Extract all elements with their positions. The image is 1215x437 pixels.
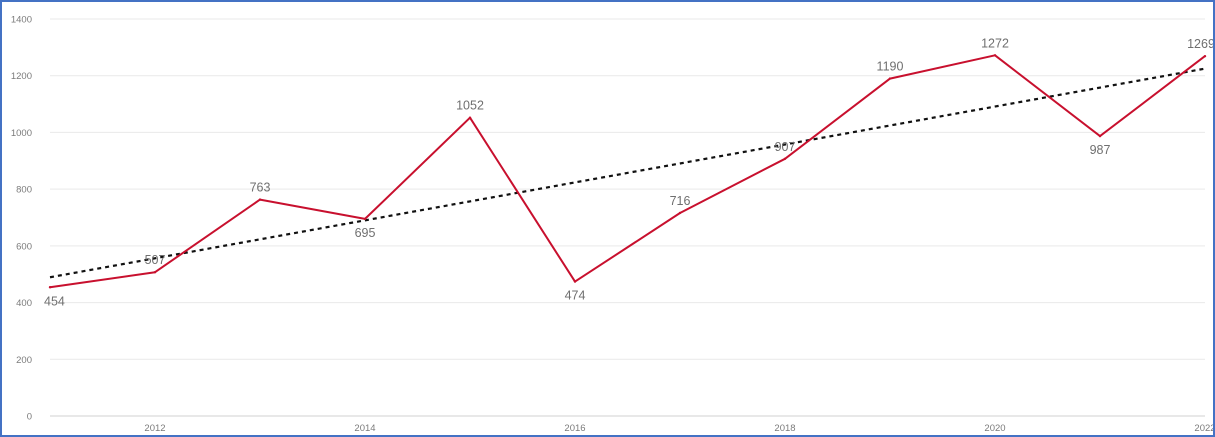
data-point bbox=[468, 116, 472, 119]
data-point bbox=[783, 157, 787, 161]
data-label: 454 bbox=[44, 294, 65, 308]
data-point bbox=[363, 217, 367, 221]
y-tick-label: 1400 bbox=[11, 15, 32, 26]
y-tick-label: 400 bbox=[16, 298, 32, 309]
data-point bbox=[573, 280, 577, 283]
series-line bbox=[49, 54, 1206, 289]
data-point bbox=[48, 286, 52, 289]
data-label: 907 bbox=[775, 140, 796, 154]
data-point bbox=[888, 77, 892, 80]
data-label: 474 bbox=[565, 289, 586, 303]
x-tick-label: 2018 bbox=[774, 423, 795, 434]
data-point bbox=[1098, 134, 1102, 138]
data-point bbox=[993, 54, 997, 57]
trendline bbox=[49, 67, 1206, 279]
x-tick-label: 2020 bbox=[984, 423, 1005, 434]
data-label: 1272 bbox=[981, 36, 1009, 50]
data-label: 1190 bbox=[877, 60, 904, 74]
data-label: 1269 bbox=[1187, 37, 1213, 51]
x-tick-label: 2016 bbox=[564, 423, 585, 434]
x-tick-label: 2014 bbox=[354, 423, 375, 434]
data-point bbox=[678, 211, 682, 215]
data-label: 1052 bbox=[456, 99, 484, 113]
y-tick-label: 1000 bbox=[11, 128, 32, 139]
x-tick-label: 2012 bbox=[144, 423, 165, 434]
data-point bbox=[153, 271, 157, 274]
y-tick-label: 0 bbox=[27, 412, 32, 423]
data-label: 507 bbox=[145, 253, 166, 267]
y-tick-label: 200 bbox=[16, 355, 32, 366]
data-label: 695 bbox=[355, 226, 376, 240]
data-label: 716 bbox=[670, 194, 691, 208]
y-tick-label: 1200 bbox=[11, 71, 32, 82]
y-tick-label: 800 bbox=[16, 185, 32, 196]
data-label: 987 bbox=[1090, 143, 1111, 157]
x-tick-label: 2022 bbox=[1194, 423, 1213, 434]
data-point bbox=[258, 198, 262, 201]
y-tick-label: 600 bbox=[16, 241, 32, 252]
data-point bbox=[1203, 54, 1207, 58]
data-label: 763 bbox=[250, 181, 271, 195]
